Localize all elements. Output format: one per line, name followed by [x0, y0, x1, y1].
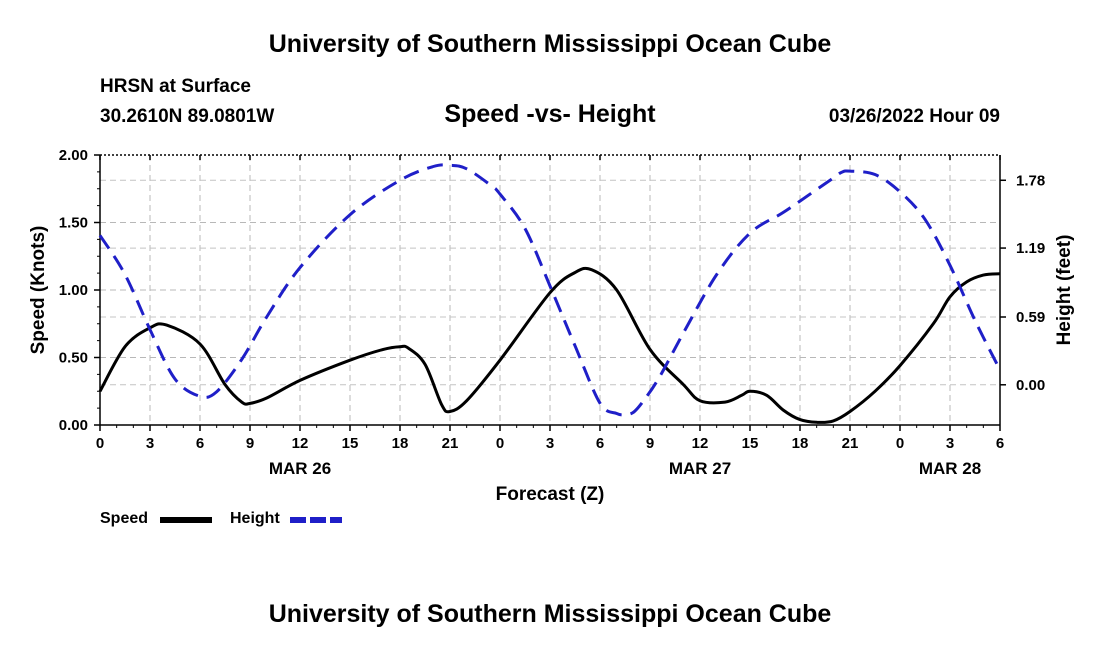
- y-tick-label: 0.50: [59, 350, 88, 367]
- x-tick-label: 21: [442, 435, 459, 452]
- series-line-speed: [98, 266, 1001, 424]
- y2-tick-label: 0.59: [1016, 309, 1045, 326]
- x-tick-label: 21: [842, 435, 859, 452]
- x-tick-label: 18: [792, 435, 809, 452]
- forecast-datetime: 03/26/2022 Hour 09: [828, 106, 1000, 127]
- x-tick-label: 12: [292, 435, 309, 452]
- series-line-height: [98, 163, 1002, 417]
- y2-axis-title: Height (feet): [1054, 235, 1075, 346]
- station-label: HRSN at Surface: [100, 76, 251, 97]
- x-date-label: MAR 28: [919, 459, 981, 478]
- y-tick-label: 0.00: [59, 417, 88, 434]
- legend-label-speed: Speed: [100, 510, 149, 527]
- x-tick-label: 15: [742, 435, 759, 452]
- y2-tick-label: 1.19: [1016, 240, 1045, 257]
- x-date-label: MAR 26: [269, 459, 331, 478]
- station-coordinates: 30.2610N 89.0801W: [100, 106, 275, 127]
- x-tick-label: 6: [996, 435, 1004, 452]
- x-tick-label: 3: [946, 435, 954, 452]
- chart-subtitle: Speed -vs- Height: [444, 100, 656, 128]
- x-tick-label: 9: [646, 435, 654, 452]
- legend-label-height: Height: [230, 510, 280, 527]
- x-axis-title: Forecast (Z): [496, 484, 605, 505]
- x-tick-label: 12: [692, 435, 709, 452]
- y-tick-label: 2.00: [59, 147, 88, 164]
- x-date-label: MAR 27: [669, 459, 731, 478]
- x-tick-label: 6: [196, 435, 204, 452]
- y-tick-label: 1.50: [59, 215, 88, 232]
- x-tick-label: 0: [96, 435, 104, 452]
- x-tick-label: 18: [392, 435, 409, 452]
- x-tick-label: 3: [546, 435, 554, 452]
- x-tick-label: 15: [342, 435, 359, 452]
- x-tick-label: 3: [146, 435, 154, 452]
- x-tick-label: 0: [896, 435, 904, 452]
- x-tick-label: 0: [496, 435, 504, 452]
- y-axis-title: Speed (Knots): [28, 226, 49, 355]
- main-title: University of Southern Mississippi Ocean…: [268, 30, 832, 58]
- x-tick-label: 9: [246, 435, 254, 452]
- y-tick-label: 1.00: [59, 282, 88, 299]
- x-tick-label: 6: [596, 435, 604, 452]
- footer-title: University of Southern Mississippi Ocean…: [268, 600, 832, 628]
- y2-tick-label: 1.78: [1016, 172, 1045, 189]
- y2-tick-label: 0.00: [1016, 377, 1045, 394]
